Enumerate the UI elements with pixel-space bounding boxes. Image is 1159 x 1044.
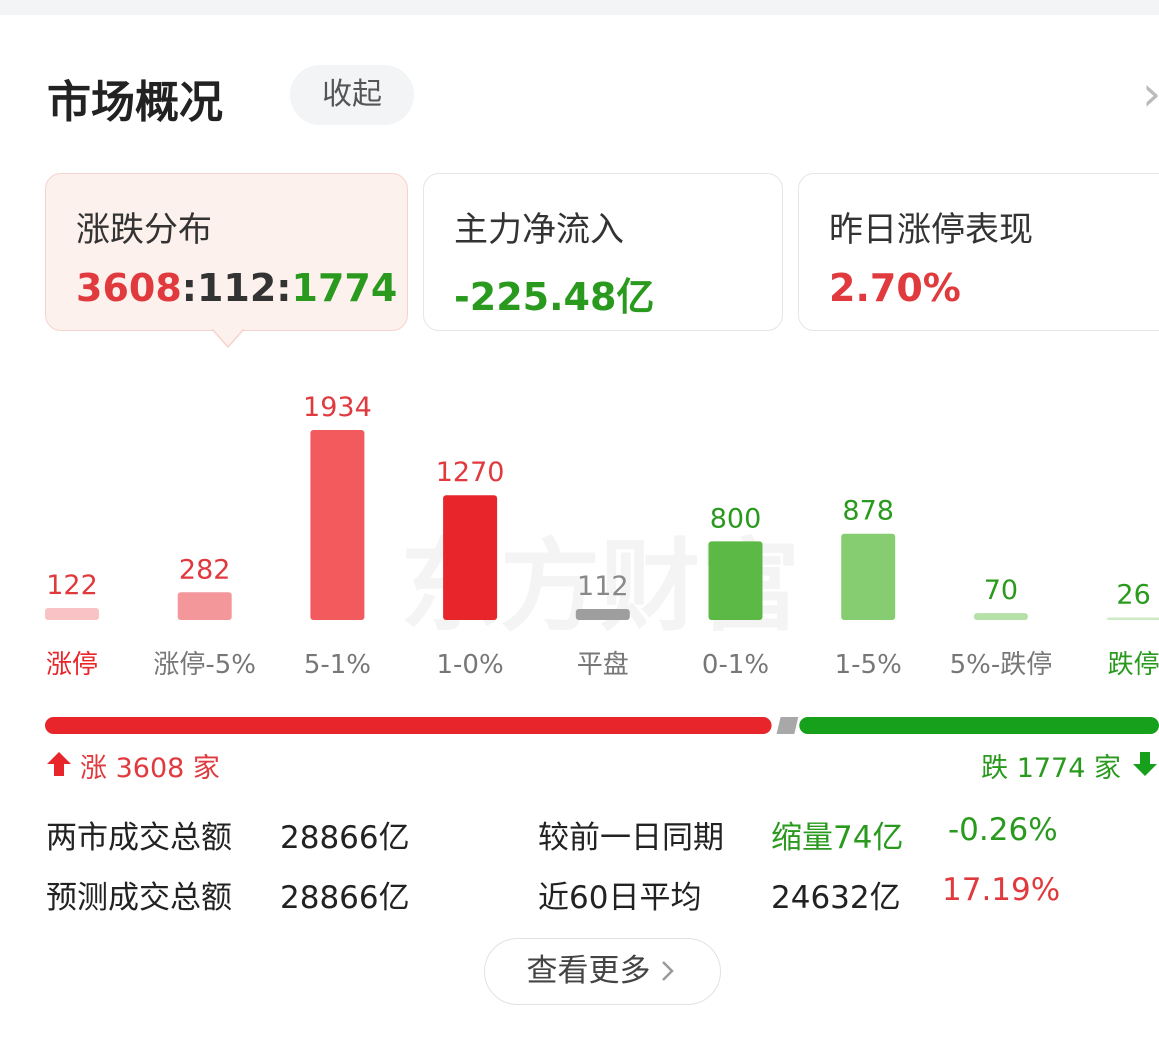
- category-label: 1-0%: [437, 650, 504, 680]
- down-label: 跌 1774 家: [981, 753, 1121, 784]
- category-label: 平盘: [577, 650, 629, 680]
- bar: [973, 613, 1028, 620]
- stat-value: 28866亿: [280, 820, 410, 856]
- category-label: 5%-跌停: [950, 650, 1053, 680]
- flat-segment: [776, 717, 799, 734]
- category-label: 跌停: [1108, 650, 1159, 680]
- down-arrow: [1133, 752, 1157, 776]
- value-label: 1270: [436, 457, 505, 488]
- value-label: 282: [179, 554, 231, 585]
- bar: [575, 608, 630, 620]
- up-count: 3608: [76, 266, 182, 310]
- card-value: -225.48亿: [454, 275, 655, 319]
- up-label: 涨 3608 家: [80, 753, 220, 784]
- stat-value: 24632亿: [771, 880, 901, 916]
- card-flow[interactable]: 主力净流入 -225.48亿: [423, 173, 783, 331]
- chart: 122 涨停 282 涨停-5% 1934 5-1% 1270 1-0% 112 平盘 800 0-1…: [45, 392, 1159, 680]
- more-chevron: [661, 961, 674, 981]
- sep: :: [276, 266, 292, 310]
- card-pointer: [212, 329, 244, 349]
- flat-count: 112: [196, 266, 277, 310]
- bar: [1106, 617, 1159, 620]
- stat-label: 预测成交总额: [46, 880, 232, 916]
- category-label: 1-5%: [835, 650, 902, 680]
- category-label: 涨停: [46, 650, 98, 680]
- category-label: 5-1%: [304, 650, 371, 680]
- sep: :: [181, 266, 197, 310]
- category-label: 0-1%: [702, 650, 769, 680]
- stat-label: 近60日平均: [538, 880, 702, 916]
- card-title: 昨日涨停表现: [829, 210, 1033, 250]
- bar: [177, 592, 232, 620]
- stat-value: 28866亿: [280, 880, 410, 916]
- bar: [708, 541, 763, 620]
- title: 市场概况: [47, 77, 223, 128]
- card-value: 3608:112:1774: [76, 266, 397, 310]
- more-button[interactable]: 查看更多: [484, 938, 721, 1005]
- stat-label: 两市成交总额: [46, 820, 232, 856]
- down-segment: [799, 717, 1159, 734]
- card-value: 2.70%: [829, 266, 961, 310]
- stat-value: 缩量74亿: [771, 820, 904, 856]
- up-arrow: [47, 752, 71, 776]
- value-label: 878: [842, 496, 894, 527]
- card-title: 涨跌分布: [76, 210, 212, 250]
- stat-pct: -0.26%: [948, 812, 1058, 848]
- top-strip: [0, 0, 1159, 15]
- value-label: 122: [46, 570, 98, 601]
- card-breadth[interactable]: 涨跌分布 3608:112:1774: [45, 173, 408, 331]
- down-count: 1774: [291, 266, 398, 310]
- stat-pct: 17.19%: [942, 872, 1061, 908]
- up-segment: [45, 717, 772, 734]
- value-label: 800: [710, 503, 762, 534]
- bar: [310, 430, 365, 620]
- category-label: 涨停-5%: [153, 650, 256, 680]
- card-title: 主力净流入: [454, 210, 624, 250]
- collapse-button[interactable]: 收起: [290, 65, 414, 125]
- breadth-bar: [45, 717, 1159, 734]
- value-label: 112: [577, 571, 629, 602]
- bar: [45, 608, 99, 620]
- chevron[interactable]: ›: [1142, 66, 1159, 122]
- value-label: 70: [984, 575, 1018, 606]
- value-label: 1934: [303, 392, 372, 423]
- bar: [841, 533, 896, 620]
- card-limit[interactable]: 昨日涨停表现 2.70%: [798, 173, 1159, 331]
- value-label: 26: [1116, 579, 1150, 610]
- stat-label: 较前一日同期: [538, 820, 724, 856]
- more-text: 查看更多: [526, 953, 651, 989]
- bar: [443, 495, 498, 620]
